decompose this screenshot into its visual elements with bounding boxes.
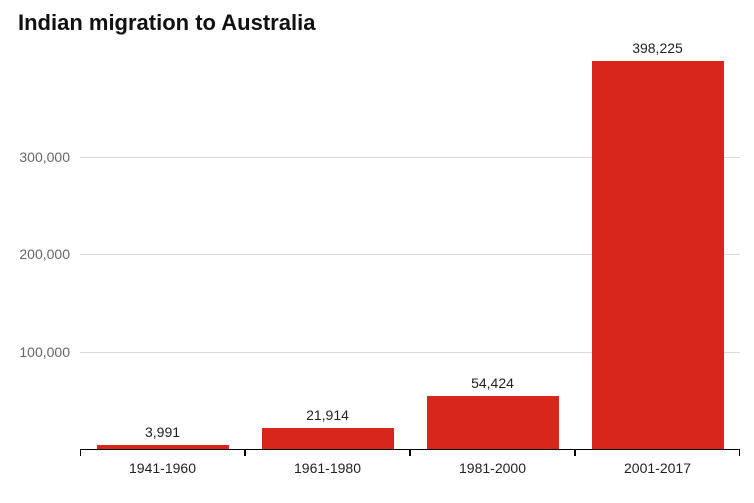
bar: [262, 428, 394, 449]
bar-slot: 398,225 2001-2017: [575, 60, 740, 450]
x-tick: [80, 450, 81, 456]
x-category-label: 1941-1960: [129, 460, 196, 476]
y-tick-label: 300,000: [19, 149, 80, 165]
migration-bar-chart: Indian migration to Australia 100,000 20…: [0, 0, 754, 503]
chart-title: Indian migration to Australia: [18, 10, 315, 36]
y-tick-label: 100,000: [19, 344, 80, 360]
x-tick: [245, 450, 246, 456]
x-tick: [739, 450, 740, 456]
x-tick: [410, 450, 411, 456]
y-tick-label: 200,000: [19, 246, 80, 262]
bar-slot: 54,424 1981-2000: [410, 60, 575, 450]
x-tick: [575, 450, 576, 456]
bar: [427, 396, 559, 449]
bar-value-label: 3,991: [145, 424, 180, 440]
bar-value-label: 21,914: [306, 407, 349, 423]
x-category-label: 1961-1980: [294, 460, 361, 476]
bar-value-label: 398,225: [632, 40, 683, 56]
bar: [97, 445, 229, 449]
bar-value-label: 54,424: [471, 375, 514, 391]
bar: [592, 61, 724, 449]
x-category-label: 2001-2017: [624, 460, 691, 476]
bar-slot: 3,991 1941-1960: [80, 60, 245, 450]
bar-slot: 21,914 1961-1980: [245, 60, 410, 450]
plot-area: 100,000 200,000 300,000 3,991 1941-1960 …: [80, 60, 740, 450]
x-category-label: 1981-2000: [459, 460, 526, 476]
